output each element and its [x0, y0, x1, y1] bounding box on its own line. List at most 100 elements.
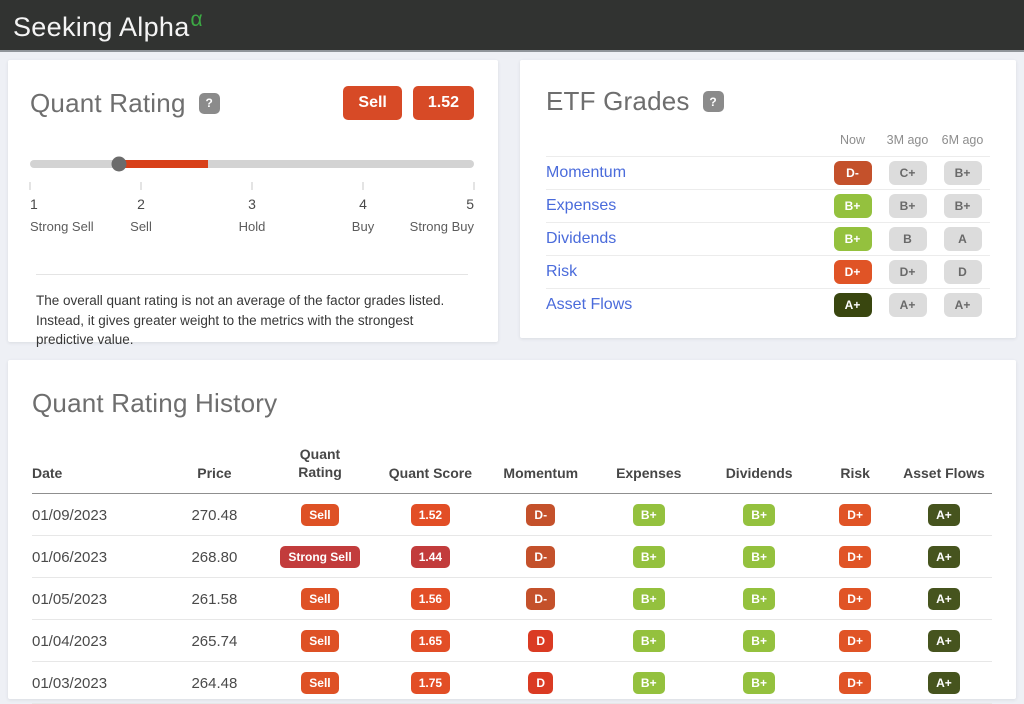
slider-tick-mark [29, 182, 31, 190]
quant-rating-badge: Sell [301, 630, 339, 653]
etf-grades-title: ETF Grades [546, 86, 690, 116]
rating-score-button[interactable]: 1.52 [412, 86, 474, 120]
col-quant-score: Quant Score [372, 441, 488, 495]
rating-sell-button[interactable]: Sell [343, 86, 402, 120]
etf-factor-link-asset-flows[interactable]: Asset Flows [546, 296, 633, 313]
asset-flows-badge: A+ [928, 672, 960, 695]
history-cell: Sell [267, 577, 373, 621]
grade-badge: B+ [833, 227, 872, 251]
col-quant-rating: Quant Rating [267, 441, 373, 495]
slider-tick-mark [473, 182, 475, 190]
history-cell: A+ [895, 661, 992, 704]
tick-number: 3 [248, 196, 256, 212]
grade-badge: D [943, 260, 982, 284]
grade-cell: A [935, 227, 990, 251]
grade-badge: D- [833, 161, 872, 185]
history-cell: Strong Sell [267, 535, 373, 579]
quant-rating-badge: Sell [301, 504, 339, 527]
history-cell: D [487, 619, 594, 663]
asset-flows-badge: A+ [928, 504, 960, 527]
help-icon[interactable]: ? [702, 91, 724, 112]
history-cell: B+ [703, 661, 815, 704]
history-row: 01/09/2023 270.48 Sell 1.52 D- B+ B+ D+ A+ [32, 493, 992, 537]
etf-factor-link-expenses[interactable]: Expenses [546, 197, 617, 214]
dividends-badge: B+ [743, 504, 775, 527]
grade-cell: D- [825, 161, 880, 185]
quant-rating-description: The overall quant rating is not an avera… [36, 293, 445, 348]
grade-cell: B+ [825, 194, 880, 218]
quant-score-badge: 1.44 [410, 546, 451, 569]
grade-cell: A+ [935, 293, 990, 317]
grade-badge: B+ [888, 194, 927, 218]
alpha-icon: α [190, 7, 203, 31]
history-cell: A+ [895, 577, 992, 621]
expenses-badge: B+ [632, 672, 665, 695]
tick-number: 2 [137, 196, 145, 212]
asset-flows-badge: A+ [928, 630, 960, 653]
history-row: 01/06/2023 268.80 Strong Sell 1.44 D- B+ B+ D+ A… [32, 535, 992, 579]
history-price: 270.48 [161, 493, 268, 537]
slider-track [30, 160, 474, 168]
grade-badge: A [943, 227, 982, 251]
history-row: 01/04/2023 265.74 Sell 1.65 D B+ B+ D+ A+ [32, 619, 992, 663]
momentum-badge: D- [526, 504, 556, 527]
history-price: 265.74 [161, 619, 268, 663]
history-cell: D- [487, 577, 594, 621]
quant-score-badge: 1.56 [410, 588, 451, 611]
quant-rating-slider: 1 Strong Sell 2 Sell 3 Hold 4 Buy 5 Strong Buy [29, 156, 475, 270]
history-price: 268.80 [161, 535, 268, 579]
history-cell: B+ [593, 535, 704, 579]
grade-badge: A+ [833, 293, 872, 317]
dividends-badge: B+ [743, 672, 775, 695]
etf-grade-row: Expenses B+ B+ B+ [546, 189, 990, 222]
etf-factor-link-dividends[interactable]: Dividends [546, 230, 617, 247]
history-cell: 1.52 [372, 493, 488, 537]
asset-flows-badge: A+ [928, 588, 960, 611]
tick-text: Strong Sell [30, 219, 94, 234]
etf-col-now: Now [839, 133, 865, 147]
history-cell: B+ [703, 619, 815, 663]
slider-tick-label: 4 Buy [352, 196, 374, 234]
slider-tick-mark [362, 182, 364, 190]
quant-rating-badge: Strong Sell [280, 546, 360, 569]
history-cell: 1.75 [372, 661, 488, 704]
history-cell: Sell [267, 493, 373, 537]
history-cell: B+ [593, 577, 704, 621]
momentum-badge: D- [526, 588, 556, 611]
expenses-badge: B+ [632, 588, 665, 611]
slider-tick-mark [251, 182, 253, 190]
history-cell: B+ [593, 619, 704, 663]
quant-rating-badge: Sell [301, 588, 339, 611]
etf-grade-row: Asset Flows A+ A+ A+ [546, 288, 990, 321]
slider-tick-mark [140, 182, 142, 190]
history-cell: B+ [703, 577, 815, 621]
dividends-badge: B+ [743, 630, 775, 653]
history-cell: D+ [814, 661, 896, 704]
grade-badge: B+ [943, 161, 982, 185]
tick-number: 5 [466, 196, 474, 212]
history-cell: A+ [895, 535, 992, 579]
asset-flows-badge: A+ [928, 546, 960, 569]
help-icon[interactable]: ? [198, 92, 220, 114]
history-cell: A+ [895, 619, 992, 663]
seeking-alpha-logo[interactable]: Seeking Alphaα [13, 8, 203, 43]
grade-cell: B+ [935, 194, 990, 218]
col-dividends: Dividends [703, 441, 815, 495]
momentum-badge: D [528, 672, 554, 695]
etf-grade-row: Momentum D- C+ B+ [546, 156, 990, 189]
grade-badge: D+ [833, 260, 872, 284]
etf-grade-row: Risk D+ D+ D [546, 255, 990, 288]
grade-cell: D+ [880, 260, 935, 284]
etf-factor-link-risk[interactable]: Risk [546, 263, 578, 280]
history-row: 01/05/2023 261.58 Sell 1.56 D- B+ B+ D+ A+ [32, 577, 992, 621]
risk-badge: D+ [839, 546, 871, 569]
history-cell: D+ [814, 619, 896, 663]
slider-tick-label: 2 Sell [130, 196, 152, 234]
risk-badge: D+ [839, 588, 871, 611]
risk-badge: D+ [839, 672, 871, 695]
tick-text: Sell [130, 219, 152, 234]
quant-score-badge: 1.75 [410, 672, 451, 695]
quant-rating-card: Quant Rating ? Sell 1.52 1 Strong Sell 2 Se… [8, 60, 498, 347]
etf-factor-link-momentum[interactable]: Momentum [546, 164, 627, 181]
grade-badge: A+ [888, 293, 927, 317]
